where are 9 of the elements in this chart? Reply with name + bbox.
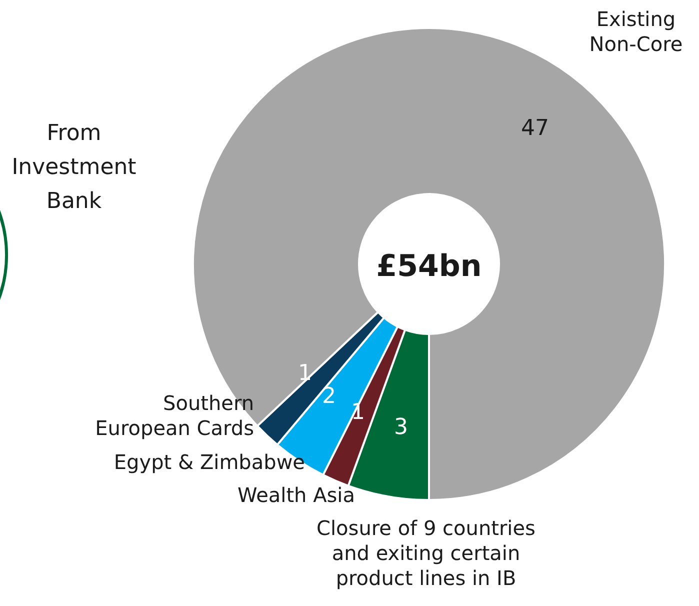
text: From Investment Bank <box>12 121 137 214</box>
slice-label: Egypt & Zimbabwe <box>114 450 305 474</box>
data-label: 3 <box>394 415 408 440</box>
slice-label: Closure of 9 countries and exiting certain product lines in IB <box>316 516 536 590</box>
slice-label: Wealth Asia <box>237 483 355 507</box>
slice-label: Existing Non-Core <box>589 7 683 56</box>
slice-label: Southern European Cards <box>95 391 254 440</box>
text: £54bn <box>376 249 482 284</box>
data-label: 47 <box>521 116 549 141</box>
